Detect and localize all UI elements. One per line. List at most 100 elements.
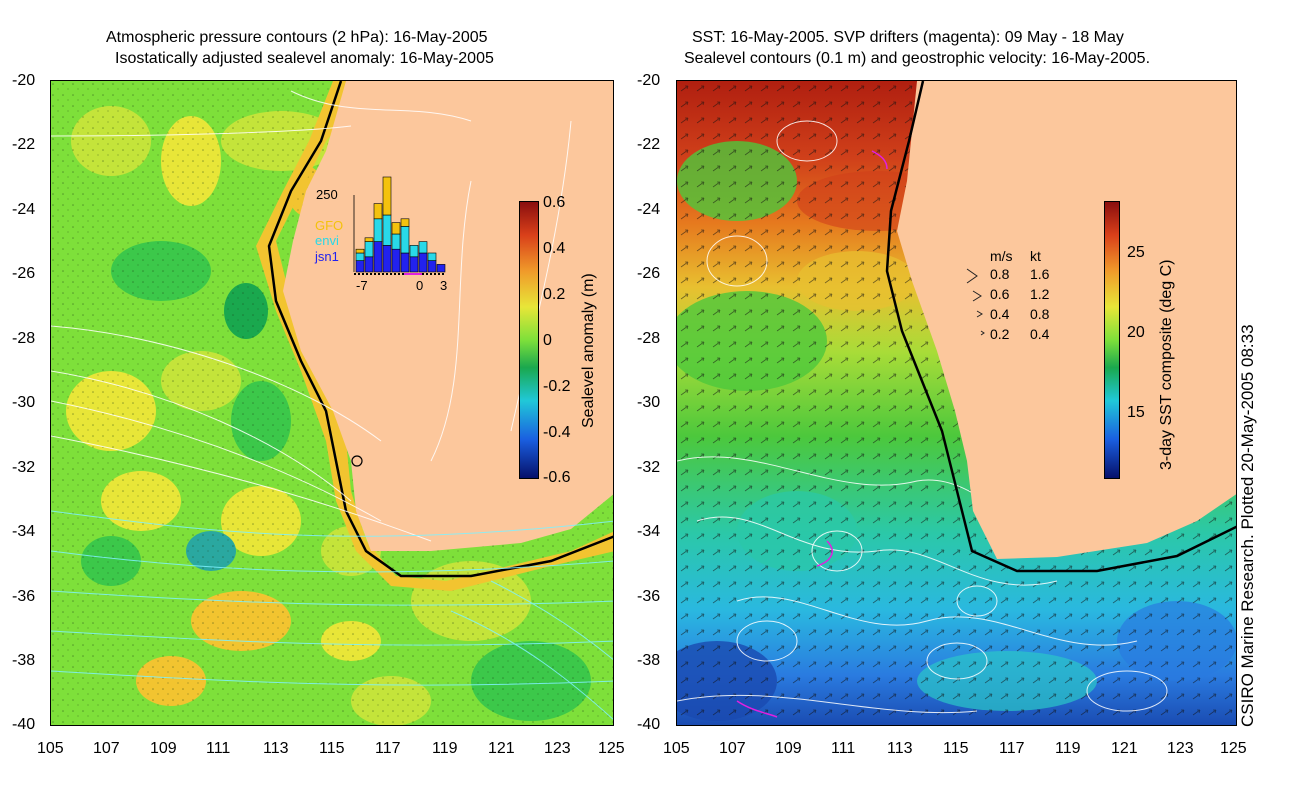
right-y-tick: -20 — [637, 72, 661, 89]
velocity-row-ms: 0.8 — [990, 266, 1010, 282]
histogram-bar-envi — [373, 218, 383, 242]
histogram-bar-jsn1 — [355, 260, 365, 273]
histogram-bar-envi — [364, 241, 374, 258]
colorbar-tick: 0.4 — [543, 240, 566, 257]
histogram-max-label: 250 — [316, 187, 338, 202]
sst-colorbar — [1104, 201, 1120, 479]
left-y-tick: -38 — [12, 652, 36, 669]
left-y-tick: -22 — [12, 136, 36, 153]
histogram-bar-gfo — [364, 237, 374, 242]
right-x-tick: 119 — [1055, 740, 1081, 757]
left-y-tick: -20 — [12, 72, 36, 89]
pressure-contours-cyan — [51, 510, 613, 720]
histogram-x-label: -7 — [356, 278, 368, 293]
histogram-bar-envi — [409, 245, 419, 258]
velocity-row-ms: 0.4 — [990, 306, 1010, 322]
histogram-x-label: 0 — [416, 278, 423, 293]
left-y-tick: -30 — [12, 394, 36, 411]
velocity-header-ms: m/s — [990, 248, 1013, 264]
histogram-bar-envi — [382, 214, 392, 246]
left-y-tick: -28 — [12, 330, 36, 347]
left-x-tick: 107 — [93, 740, 120, 757]
histogram-legend-envi: envi — [315, 233, 339, 248]
velocity-row-ms: 0.2 — [990, 326, 1010, 342]
sealevel-anomaly-map — [50, 80, 614, 726]
colorbar-tick: -0.4 — [543, 424, 571, 441]
colorbar-tick: -0.2 — [543, 378, 571, 395]
left-y-tick: -32 — [12, 459, 36, 476]
sst-colorbar-tick: 20 — [1127, 324, 1145, 341]
credit-text: CSIRO Marine Research. Plotted 20-May-20… — [1238, 324, 1257, 727]
velocity-row-kt: 0.8 — [1030, 306, 1050, 322]
histogram-bar-jsn1 — [382, 245, 392, 273]
right-x-tick: 111 — [831, 740, 856, 757]
histogram-bar-jsn1 — [418, 252, 428, 273]
histogram-bar-gfo — [391, 222, 401, 235]
left-title-line1: Atmospheric pressure contours (2 hPa): 1… — [106, 29, 488, 46]
right-y-tick: -24 — [637, 201, 661, 218]
sst-colorbar-tick: 15 — [1127, 404, 1145, 421]
histogram-bar-envi — [391, 233, 401, 250]
right-y-tick: -38 — [637, 652, 661, 669]
right-x-tick: 123 — [1167, 740, 1194, 757]
histogram-bar-envi — [400, 226, 410, 254]
velocity-scale-arrows — [966, 268, 985, 336]
histogram-bar-envi — [427, 252, 437, 261]
sst-colorbar-tick: 25 — [1127, 244, 1145, 261]
right-x-tick: 113 — [887, 740, 913, 757]
right-y-tick: -28 — [637, 330, 661, 347]
sst-colorbar-label: 3-day SST composite (deg C) — [1158, 259, 1175, 470]
histogram-bar-gfo — [373, 203, 383, 220]
right-y-tick: -22 — [637, 136, 661, 153]
histogram-legend-gfo: GFO — [315, 218, 343, 233]
right-title-line1: SST: 16-May-2005. SVP drifters (magenta)… — [692, 29, 1124, 46]
histogram-bar-jsn1 — [409, 256, 419, 273]
left-y-tick: -24 — [12, 201, 36, 218]
right-y-tick: -36 — [637, 588, 661, 605]
right-x-tick: 107 — [719, 740, 746, 757]
right-y-tick: -30 — [637, 394, 661, 411]
left-x-tick: 111 — [206, 740, 231, 757]
histogram-bar-jsn1 — [427, 260, 437, 273]
left-x-tick: 117 — [375, 740, 401, 757]
australia-land — [897, 81, 1236, 559]
left-x-tick: 123 — [544, 740, 571, 757]
histogram-bar-jsn1 — [400, 252, 410, 273]
right-x-tick: 121 — [1111, 740, 1138, 757]
sst-map — [676, 80, 1237, 726]
right-y-tick: -32 — [637, 459, 661, 476]
left-title-line2: Isostatically adjusted sealevel anomaly:… — [115, 50, 494, 67]
histogram-bar-gfo — [355, 248, 365, 254]
colorbar-tick: 0.2 — [543, 286, 566, 303]
histogram-bar-jsn1 — [373, 241, 383, 273]
left-x-tick: 125 — [598, 740, 625, 757]
left-y-tick: -26 — [12, 265, 36, 282]
velocity-row-kt: 0.4 — [1030, 326, 1050, 342]
coastal-anomaly-band — [256, 81, 613, 591]
right-y-tick: -26 — [637, 265, 661, 282]
left-y-tick: -36 — [12, 588, 36, 605]
sealevel-colorbar — [519, 201, 539, 479]
histogram-bar-envi — [355, 252, 365, 261]
velocity-header-kt: kt — [1030, 248, 1041, 264]
shelf-contour — [267, 81, 613, 578]
right-x-tick: 109 — [775, 740, 802, 757]
right-y-tick: -34 — [637, 523, 661, 540]
velocity-row-kt: 1.2 — [1030, 286, 1050, 302]
left-x-tick: 121 — [488, 740, 515, 757]
histogram-bar-gfo — [400, 218, 410, 227]
colorbar-tick: -0.6 — [543, 469, 571, 486]
histogram-bar-jsn1 — [364, 256, 374, 273]
right-x-tick: 117 — [999, 740, 1025, 757]
right-y-tick: -40 — [637, 716, 661, 733]
drifter-tracks — [736, 150, 888, 718]
histogram-bar-envi — [418, 241, 428, 254]
left-x-tick: 115 — [319, 740, 345, 757]
histogram-bar-jsn1 — [436, 264, 446, 273]
station-marker — [351, 455, 363, 467]
colorbar-tick: 0 — [543, 332, 552, 349]
right-x-tick: 125 — [1220, 740, 1247, 757]
colorbar-tick: 0.6 — [543, 194, 566, 211]
histogram-x-label: 3 — [440, 278, 447, 293]
left-x-tick: 109 — [150, 740, 177, 757]
